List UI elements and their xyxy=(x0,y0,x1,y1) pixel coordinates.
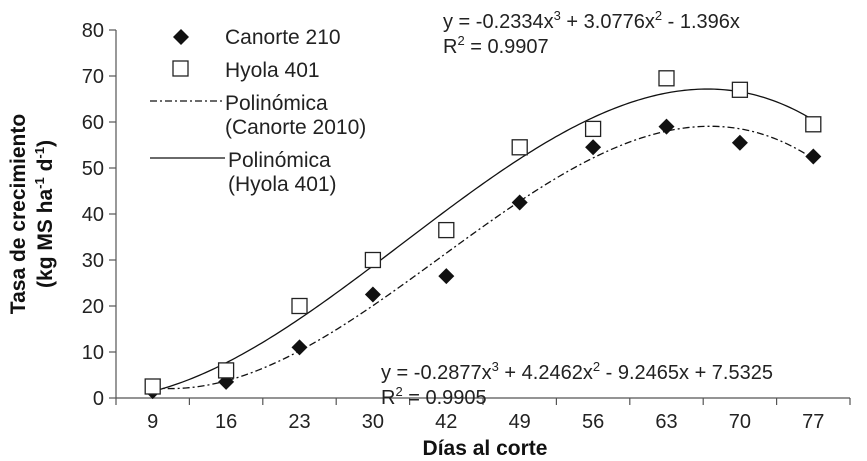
x-tick-label: 16 xyxy=(215,411,237,433)
y-tick-label: 20 xyxy=(82,296,104,318)
point-hyola xyxy=(364,251,382,269)
trendline-hyola xyxy=(152,88,814,392)
legend: Canorte 210 Hyola 401 Polinómica (Canort… xyxy=(150,26,366,196)
y-tick-label: 40 xyxy=(82,204,104,226)
point-hyola xyxy=(438,221,455,239)
point-canorte xyxy=(364,286,381,303)
legend-label-canorte: Canorte 210 xyxy=(225,26,341,49)
point-canorte xyxy=(438,268,455,285)
x-tick-label: 70 xyxy=(729,411,751,433)
legend-trend-hyola-line1: Polinómica xyxy=(228,149,331,172)
y-axis-title-line2: (kg MS ha-1 d-1) xyxy=(32,140,57,288)
x-tick-label: 30 xyxy=(362,411,384,433)
points-layer xyxy=(144,70,822,400)
y-tick-label: 60 xyxy=(82,112,104,134)
x-tick-label: 63 xyxy=(655,411,677,433)
y-tick-label: 50 xyxy=(82,158,104,180)
r2-hyola: R2 = 0.9907 xyxy=(443,33,549,58)
point-hyola xyxy=(658,70,675,87)
x-tick-label: 9 xyxy=(147,411,158,433)
point-canorte xyxy=(511,194,528,211)
x-tick-label: 77 xyxy=(802,411,824,433)
y-axis-ticks: 0 10 20 30 40 50 60 70 80 xyxy=(82,20,116,410)
y-tick-label: 0 xyxy=(93,388,104,410)
x-axis-title: Días al corte xyxy=(423,437,548,460)
point-hyola xyxy=(584,120,602,138)
y-tick-label: 30 xyxy=(82,250,104,272)
point-hyola xyxy=(805,116,822,133)
point-canorte xyxy=(291,339,308,356)
y-tick-label: 10 xyxy=(82,342,104,364)
y-tick-label: 70 xyxy=(82,66,104,88)
point-canorte xyxy=(731,134,748,151)
point-hyola xyxy=(217,362,235,379)
point-hyola xyxy=(731,81,749,98)
legend-label-hyola: Hyola 401 xyxy=(225,59,320,82)
trendlines-layer xyxy=(152,88,814,392)
x-axis-ticks: 9 16 23 30 42 49 56 63 70 77 xyxy=(115,398,851,433)
point-canorte xyxy=(658,118,675,135)
y-axis-title: Tasa de crecimiento (kg MS ha-1 d-1) xyxy=(7,114,57,314)
point-hyola xyxy=(144,378,161,395)
point-hyola xyxy=(511,139,528,156)
legend-marker-canorte-diamond xyxy=(173,29,189,45)
trendline-canorte xyxy=(152,125,814,390)
y-tick-label: 80 xyxy=(82,20,104,42)
y-axis-title-line1: Tasa de crecimiento xyxy=(7,114,30,314)
x-tick-label: 56 xyxy=(582,411,604,433)
r2-canorte: R2 = 0.9905 xyxy=(381,384,487,409)
equation-canorte: y = -0.2877x3 + 4.2462x2 - 9.2465x + 7.5… xyxy=(381,359,773,384)
legend-marker-hyola-square xyxy=(172,60,189,77)
legend-trend-canorte-line2: (Canorte 2010) xyxy=(225,116,366,139)
point-canorte xyxy=(805,148,822,165)
x-tick-label: 49 xyxy=(509,411,531,433)
x-tick-label: 42 xyxy=(435,411,457,433)
point-hyola xyxy=(291,297,308,315)
x-tick-label: 23 xyxy=(288,411,310,433)
point-canorte xyxy=(585,139,602,156)
legend-trend-canorte-line1: Polinómica xyxy=(225,92,328,115)
equation-hyola: y = -0.2334x3 + 3.0776x2 - 1.396x xyxy=(443,8,740,33)
legend-trend-hyola-line2: (Hyola 401) xyxy=(228,173,337,196)
